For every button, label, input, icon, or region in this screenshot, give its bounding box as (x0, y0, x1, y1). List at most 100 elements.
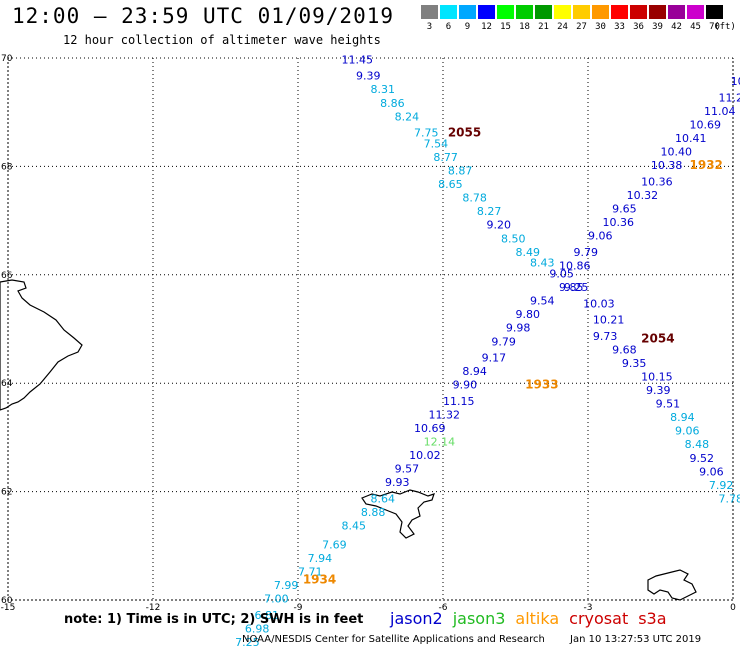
y-tick-label: 64 (1, 379, 13, 389)
wave-height-label: 10.02 (409, 449, 441, 462)
colorbar-tick-label: 9 (464, 22, 471, 32)
wave-height-label: 9.17 (482, 352, 507, 365)
colorbar-unit-label: (ft) (714, 22, 736, 32)
wave-height-label: 8.45 (342, 520, 367, 533)
wave-height-label: 8.64 (371, 492, 396, 505)
wave-height-label: 10.38 (651, 159, 683, 172)
colorbar-tick-label: 39 (652, 22, 663, 32)
x-tick-label: -9 (294, 603, 303, 613)
colorbar-tick-label: 33 (614, 22, 625, 32)
colorbar-tick-label: 36 (633, 22, 644, 32)
colorbar-swatch (478, 5, 495, 19)
legend-s3a: s3a (638, 609, 667, 628)
wave-height-label: 10 (731, 75, 740, 88)
colorbar-tick-label: 12 (481, 22, 492, 32)
wave-height-label: 10.36 (603, 216, 635, 229)
wave-height-label: 9.06 (675, 425, 700, 438)
wave-height-label: 9.25 (564, 281, 589, 294)
wave-height-label: 7.71 (298, 566, 323, 579)
wave-height-label: 7.54 (424, 137, 449, 150)
generated-timestamp: Jan 10 13:27:53 UTC 2019 (570, 634, 702, 645)
wave-height-label: 7.75 (414, 127, 439, 140)
wave-height-label: 10.40 (661, 146, 693, 159)
wave-height-label: 8.31 (371, 83, 396, 96)
colorbar-tick-label: 42 (671, 22, 682, 32)
credit-line: NOAA/NESDIS Center for Satellite Applica… (242, 634, 701, 645)
legend-altika: altika (515, 609, 560, 628)
wave-height-label: 8.86 (380, 97, 405, 110)
colorbar-swatch (592, 5, 609, 19)
wave-height-label: 9.93 (385, 476, 410, 489)
colorbar-tick-label: 3 (426, 22, 433, 32)
axis-tick-labels: -15 -12 -9 -6 -3 0 60 62 64 66 68 70 (1, 54, 736, 613)
wave-height-label: 8.88 (361, 506, 386, 519)
pass-time-label: 1934 (303, 573, 336, 587)
pass-time-label: 1933 (525, 378, 558, 392)
y-tick-label: 60 (1, 596, 13, 606)
wave-height-label: 9.06 (699, 465, 724, 478)
colorbar-tick-label: 15 (500, 22, 511, 32)
colorbar-tick-label: 6 (445, 22, 452, 32)
y-tick-label: 70 (1, 54, 13, 64)
wave-height-label: 9.51 (656, 398, 681, 411)
colorbar-swatch (516, 5, 533, 19)
wave-height-label: 8.87 (448, 165, 473, 178)
y-tick-label: 68 (1, 162, 13, 172)
pass-time-label: 2054 (641, 332, 674, 346)
x-tick-label: 0 (730, 603, 736, 613)
wave-height-label: 10.86 (559, 259, 591, 272)
wave-height-label: 9.79 (574, 246, 599, 259)
wave-height-label: 7.00 (264, 593, 289, 606)
colorbar-tick-label: 21 (538, 22, 549, 32)
map-title: 12:00 – 23:59 UTC 01/09/2019 (12, 4, 395, 28)
wave-height-label: 9.65 (612, 202, 637, 215)
pass-time-labels: 2055 1932 2054 1933 1934 (303, 126, 723, 587)
wave-height-label: 8.65 (438, 178, 463, 191)
wave-height-label: 9.20 (487, 219, 512, 232)
wave-height-label: 8.48 (685, 438, 710, 451)
wave-height-label: 11.15 (443, 395, 475, 408)
x-tick-label: -3 (584, 603, 593, 613)
y-tick-label: 66 (1, 271, 13, 281)
wave-height-label: 7.94 (308, 552, 333, 565)
footer-note: note: 1) Time is in UTC; 2) SWH is in fe… (64, 612, 364, 627)
greenland-coast (0, 279, 83, 411)
shetland-islands (647, 569, 697, 601)
wave-height-label: 9.98 (506, 322, 531, 335)
wave-height-label: 7.69 (322, 539, 347, 552)
wave-height-label: 8.50 (501, 232, 526, 245)
wave-height-label: 10.15 (641, 370, 673, 383)
colorbar-swatch (706, 5, 723, 19)
wave-height-label: 9.73 (593, 330, 618, 343)
wave-height-label: 9.68 (612, 343, 637, 356)
wave-height-label: 11.04 (704, 105, 736, 118)
wave-height-label: 10.36 (641, 175, 673, 188)
wave-height-label: 8.24 (395, 110, 420, 123)
wave-height-label: 6.98 (245, 623, 269, 636)
colorbar-tick-label: 70 (709, 22, 720, 32)
wave-height-label: 11.32 (429, 408, 461, 421)
map-frame (7, 57, 734, 601)
colorbar-swatch (687, 5, 704, 19)
lat-lon-grid (7, 57, 734, 601)
colorbar-swatch (459, 5, 476, 19)
colorbar-swatch (440, 5, 457, 19)
satellite-legend: jason2 jason3 altika cryosat s3a (390, 609, 677, 628)
pass-time-label: 1932 (690, 158, 723, 172)
wave-height-label: 9.54 (530, 295, 555, 308)
wave-height-label: 8.43 (530, 257, 555, 270)
wave-height-label: 10.32 (627, 189, 659, 202)
wave-height-label: 8.27 (477, 205, 502, 218)
x-tick-label: -12 (146, 603, 161, 613)
wave-height-label: 10.21 (593, 314, 625, 327)
wave-height-label: 8.94 (670, 411, 695, 424)
wave-height-label: 7.99 (274, 579, 299, 592)
colorbar-swatch (421, 5, 438, 19)
colorbar-swatch (649, 5, 666, 19)
colorbar-tick-label: 24 (557, 22, 568, 32)
legend-jason2: jason2 (390, 609, 443, 628)
wave-height-label: 9.05 (549, 268, 574, 281)
y-tick-label: 62 (1, 488, 12, 498)
map-subtitle: 12 hour collection of altimeter wave hei… (63, 33, 381, 47)
